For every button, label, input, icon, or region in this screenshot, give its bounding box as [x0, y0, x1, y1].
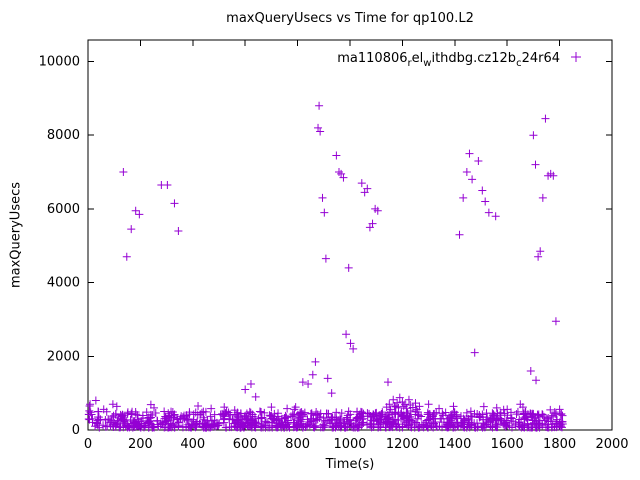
- legend-entry: ma110806relwithdbg.cz12bc24r64: [337, 51, 581, 69]
- legend-marker-icon: [571, 52, 581, 62]
- tick-label: 1400: [438, 437, 471, 452]
- tick-label: 2000: [595, 437, 628, 452]
- data-points: [84, 101, 567, 432]
- tick-label: 1800: [543, 437, 576, 452]
- legend-series-label: ma110806relwithdbg.cz12bc24r64: [337, 51, 560, 69]
- tick-label: 400: [180, 437, 205, 452]
- tick-label: 0: [84, 437, 92, 452]
- tick-label: 10000: [39, 55, 80, 70]
- tick-label: 200: [128, 437, 153, 452]
- x-axis-label: Time(s): [325, 457, 375, 472]
- tick-label: 1600: [491, 437, 524, 452]
- tick-label: 1000: [333, 437, 366, 452]
- tick-label: 0: [72, 423, 80, 438]
- tick-label: 800: [285, 437, 310, 452]
- tick-label: 2000: [47, 349, 80, 364]
- tick-label: 8000: [47, 128, 80, 143]
- tick-labels: 0 200 400 600 800 1000 1200 1400 1600 1800 2000 0 20…: [39, 55, 629, 453]
- chart-title: maxQueryUsecs vs Time for qp100.L2: [226, 11, 474, 26]
- tick-label: 6000: [47, 202, 80, 217]
- tick-label: 600: [233, 437, 258, 452]
- tick-label: 1200: [386, 437, 419, 452]
- tick-label: 4000: [47, 276, 80, 291]
